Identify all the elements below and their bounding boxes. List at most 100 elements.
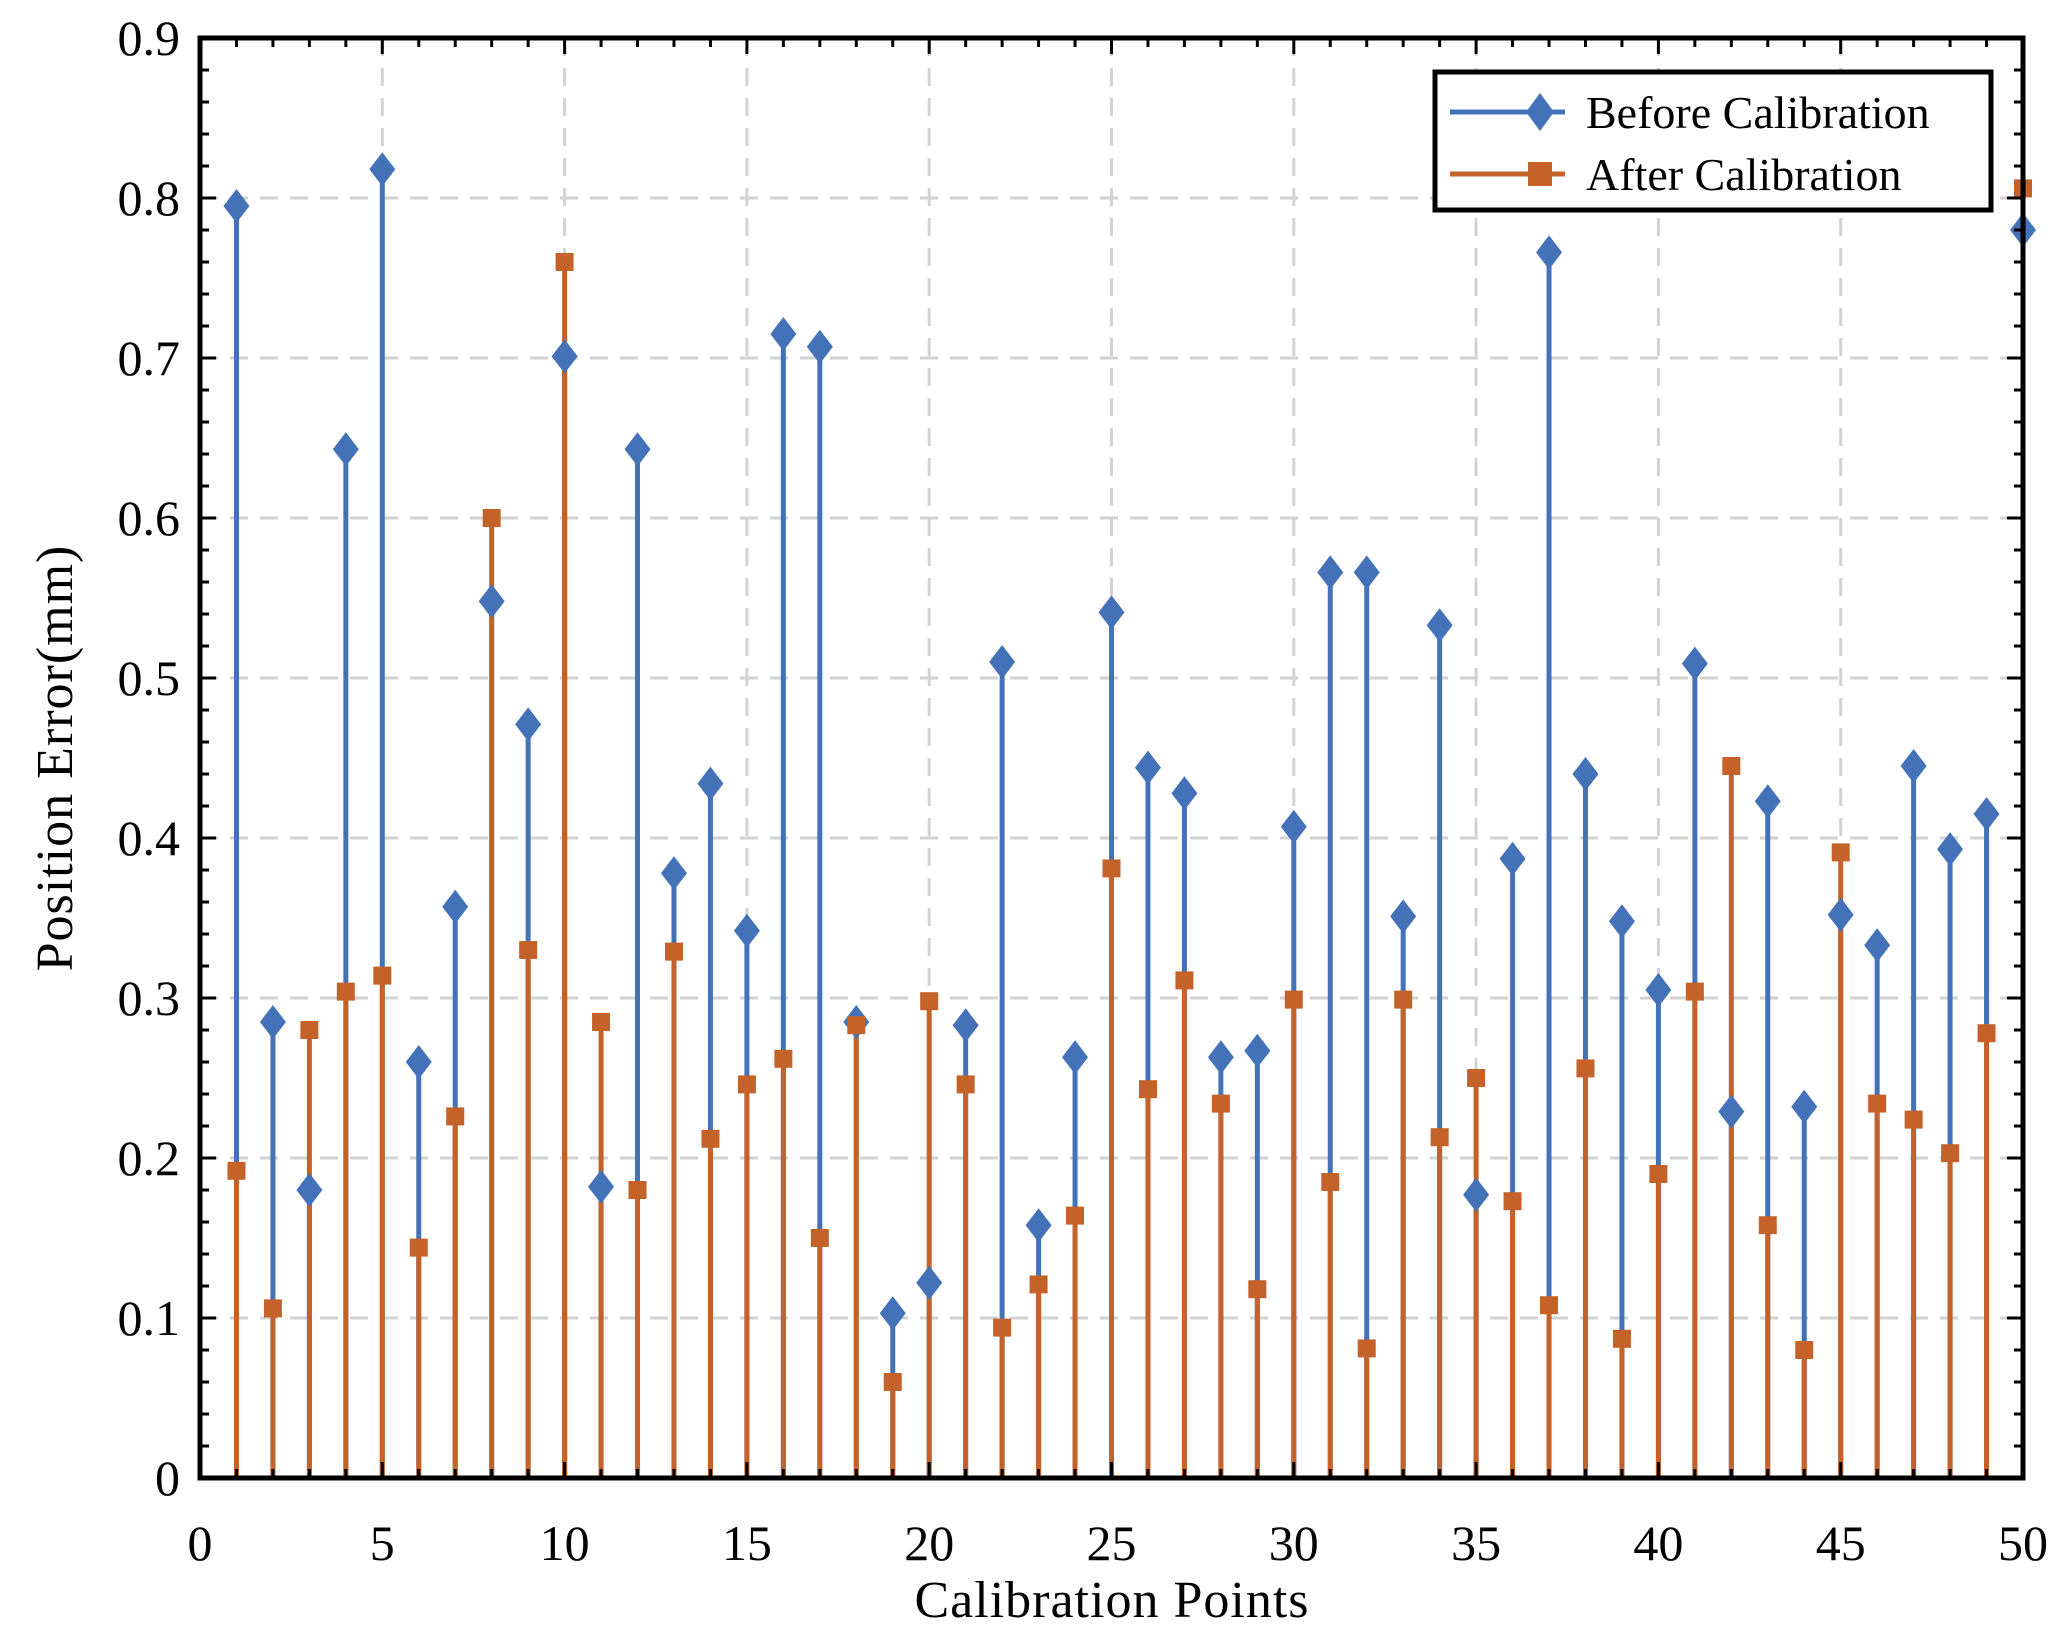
after-point-35 [1467,1069,1486,1087]
after-point-15 [737,1075,756,1094]
before-point-12 [624,432,651,467]
legend-after-label: After Calibration [1586,149,1902,200]
before-point-10 [551,339,578,374]
before-point-37 [1536,235,1563,270]
before-point-46 [1864,928,1891,963]
after-point-25 [1102,859,1121,878]
x-tick-label-1: 5 [370,1515,395,1571]
before-point-20 [916,1265,943,1300]
after-point-6 [409,1238,428,1257]
after-point-18 [847,1016,866,1035]
before-point-21 [952,1008,979,1043]
after-point-12 [628,1181,647,1199]
after-point-17 [810,1229,829,1247]
after-point-2 [263,1299,282,1318]
after-point-31 [1321,1173,1340,1191]
after-point-39 [1612,1329,1631,1348]
after-point-44 [1795,1341,1814,1359]
after-point-16 [774,1049,793,1068]
after-point-40 [1649,1165,1668,1183]
before-point-22 [989,645,1016,679]
x-tick-label-3: 15 [722,1515,772,1571]
after-point-28 [1211,1094,1230,1113]
y-tick-label-1: 0.1 [118,1290,181,1346]
after-point-5 [373,966,392,985]
x-tick-label-9: 45 [1816,1515,1866,1571]
before-point-47 [1900,749,1927,783]
after-point-37 [1540,1296,1559,1315]
after-point-46 [1868,1094,1887,1113]
y-axis-label: Position Error(mm) [27,545,84,972]
x-tick-label-4: 20 [904,1515,954,1571]
before-calibration-markers [223,152,2036,1331]
before-point-3 [296,1173,323,1207]
after-point-22 [993,1318,1012,1337]
before-point-26 [1134,750,1161,785]
after-point-43 [1758,1216,1777,1235]
before-point-35 [1463,1177,1490,1212]
legend-box [1432,69,1994,213]
after-point-48 [1941,1144,1960,1163]
before-point-28 [1207,1040,1234,1075]
x-tick-label-0: 0 [188,1515,213,1571]
after-point-34 [1430,1128,1449,1147]
axis-ticks [198,36,2025,1480]
x-tick-label-5: 25 [1087,1515,1137,1571]
before-point-45 [1827,897,1854,932]
after-point-10 [555,253,574,271]
before-point-42 [1718,1094,1745,1129]
before-point-8 [478,584,505,619]
before-point-29 [1244,1033,1271,1068]
x-tick-label-8: 40 [1633,1515,1683,1571]
before-point-9 [515,707,542,742]
after-point-26 [1138,1080,1157,1099]
after-point-23 [1029,1275,1048,1294]
before-point-24 [1062,1040,1089,1075]
before-point-13 [660,856,687,891]
y-tick-label-6: 0.6 [118,490,181,546]
after-point-41 [1685,982,1704,1001]
before-point-16 [770,317,797,351]
legend-square-marker [1528,162,1552,186]
before-point-34 [1426,608,1453,643]
x-tick-label-10: 50 [1998,1515,2048,1571]
before-point-6 [405,1045,432,1079]
after-point-45 [1831,843,1850,862]
before-point-2 [259,1005,286,1039]
before-point-40 [1645,973,1672,1007]
y-tick-label-4: 0.4 [118,810,181,866]
legend-diamond-marker [1526,93,1554,131]
after-point-19 [883,1373,902,1391]
before-point-4 [332,432,359,467]
legend: Before Calibration After Calibration [1432,69,1994,213]
before-point-27 [1171,776,1198,811]
after-point-9 [519,941,538,959]
before-point-49 [1973,797,2000,831]
x-tick-label-7: 35 [1451,1515,1501,1571]
after-point-27 [1175,971,1194,990]
after-point-8 [482,509,501,527]
after-point-1 [227,1161,246,1180]
after-point-47 [1904,1110,1923,1129]
after-point-32 [1357,1339,1376,1358]
before-point-7 [442,889,469,924]
y-tick-label-3: 0.3 [118,970,181,1026]
x-axis-label: Calibration Points [915,1572,1310,1629]
after-point-33 [1394,990,1413,1009]
after-calibration-markers [227,179,2032,1391]
before-point-39 [1608,904,1635,939]
after-point-29 [1248,1280,1267,1299]
x-tick-labels: 0 5 10 15 20 25 30 35 40 45 50 [188,1515,2049,1571]
before-point-11 [588,1169,615,1204]
x-tick-label-2: 10 [540,1515,590,1571]
before-point-1 [223,189,250,223]
y-tick-label-2: 0.2 [118,1130,181,1186]
before-point-36 [1499,841,1526,876]
y-tick-label-0: 0 [155,1450,180,1506]
after-point-24 [1066,1206,1085,1225]
after-point-42 [1722,757,1741,775]
after-point-14 [701,1129,720,1148]
after-point-13 [664,942,683,961]
after-point-7 [446,1107,465,1126]
x-tick-label-6: 30 [1269,1515,1319,1571]
